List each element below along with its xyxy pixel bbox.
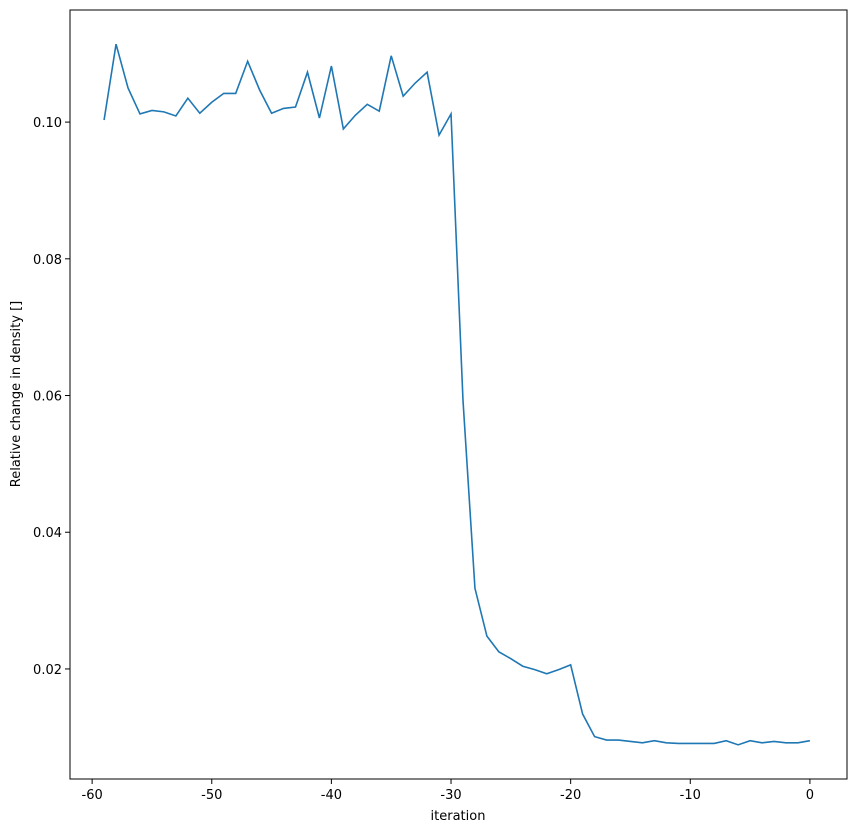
x-tick-label: 0: [806, 788, 814, 803]
y-tick-label: 0.08: [33, 253, 62, 268]
x-tick-label: -20: [560, 788, 581, 803]
x-tick-label: -10: [680, 788, 701, 803]
data-line: [103, 43, 811, 746]
x-tick-label: -30: [440, 788, 461, 803]
x-tick-label: -40: [321, 788, 342, 803]
y-tick-label: 0.02: [33, 663, 62, 678]
plot-frame: [69, 9, 848, 780]
y-tick-label: 0.10: [33, 116, 62, 131]
x-axis-label: iteration: [431, 809, 486, 824]
x-tick-label: -50: [201, 788, 222, 803]
y-axis-label: Relative change in density []: [9, 301, 24, 487]
y-tick-label: 0.06: [33, 390, 62, 405]
y-tick-label: 0.04: [33, 526, 62, 541]
x-tick-label: -60: [82, 788, 103, 803]
